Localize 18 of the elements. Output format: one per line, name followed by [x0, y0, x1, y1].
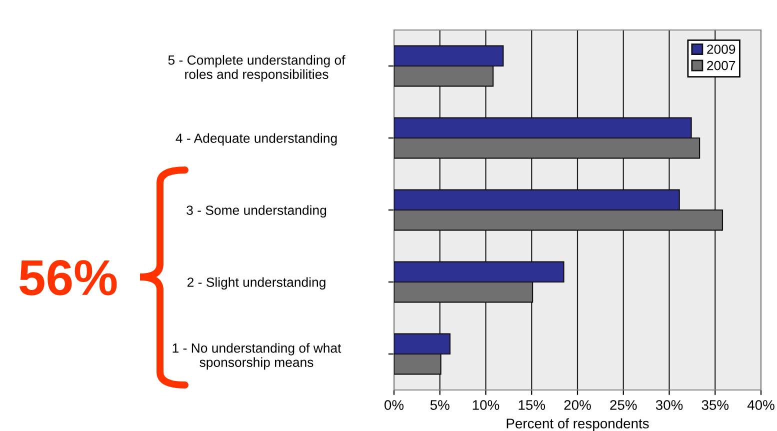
y-tick-label: 5 - Complete understanding of roles and responsibilities	[168, 55, 346, 82]
x-tick-label: 40%	[747, 400, 774, 410]
text: 56%	[20, 260, 117, 296]
x-tick-label: 15%	[518, 400, 546, 410]
x-axis-title: Percent of respondents	[506, 418, 649, 431]
x-tick-label: 35%	[702, 400, 729, 410]
y-tick-label: 4 - Adequate understanding	[176, 133, 337, 146]
x-tick-label: 10%	[472, 400, 500, 410]
legend-label: 2007	[707, 60, 736, 70]
x-tick-label: 30%	[656, 400, 683, 410]
x-tick-label: 25%	[610, 400, 637, 410]
x-tick-label: 5%	[430, 400, 450, 410]
y-tick-label: 3 - Some understanding	[186, 205, 326, 218]
x-tick-label: 0%	[384, 400, 404, 410]
y-tick-label: 1 - No understanding of what sponsorship means	[172, 343, 342, 370]
x-tick-label: 20%	[564, 400, 591, 410]
y-tick-label: 2 - Slight understanding	[187, 277, 326, 290]
legend-label: 2009	[707, 44, 736, 54]
